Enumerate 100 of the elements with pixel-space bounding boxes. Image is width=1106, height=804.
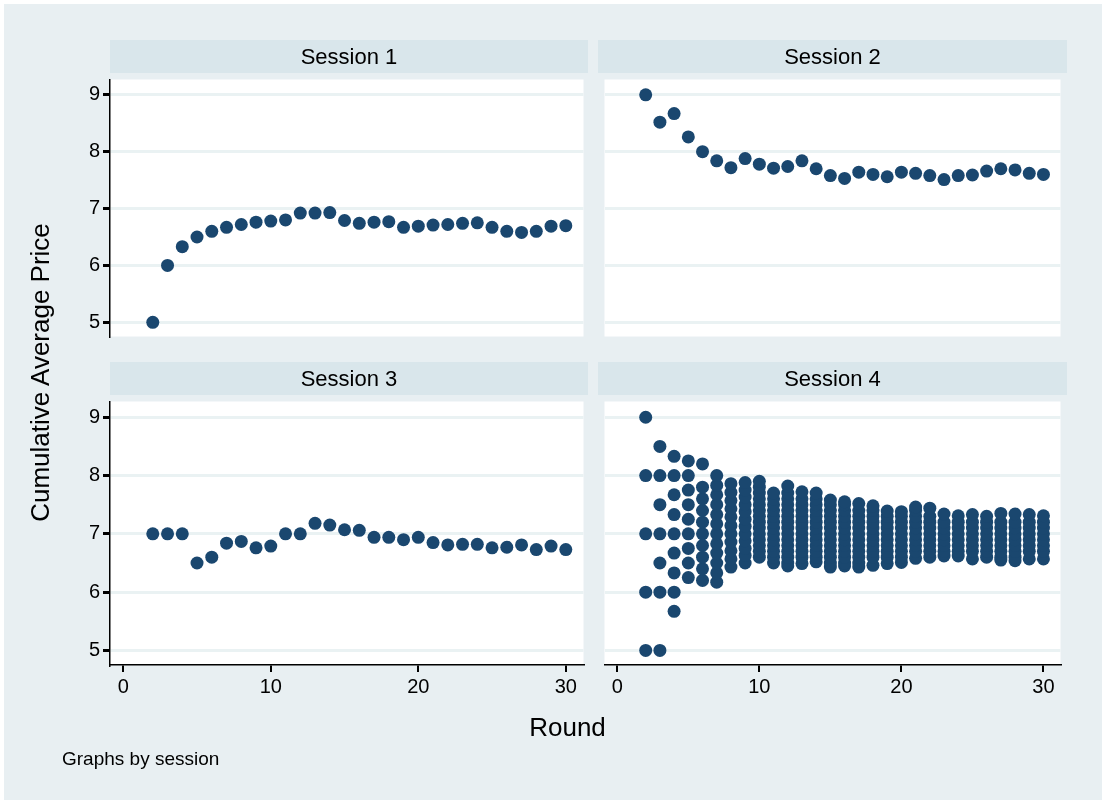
point	[190, 230, 204, 244]
point	[838, 171, 852, 185]
point	[234, 534, 248, 548]
point	[470, 216, 484, 230]
point	[639, 88, 653, 102]
point	[529, 543, 543, 557]
point	[220, 536, 234, 550]
point	[738, 152, 752, 166]
point	[367, 530, 381, 544]
point	[809, 162, 823, 176]
x-tick-label: 20	[890, 674, 913, 697]
point	[249, 541, 263, 555]
x-tick-label: 30	[1032, 674, 1055, 697]
y-tick-label: 6	[88, 579, 100, 602]
point	[397, 220, 411, 234]
point	[279, 213, 293, 227]
point	[559, 543, 573, 557]
x-tick-label: 10	[748, 674, 771, 697]
point	[161, 527, 175, 541]
point	[308, 516, 322, 530]
point	[175, 240, 189, 254]
point	[951, 169, 965, 183]
point	[323, 206, 337, 220]
chart-title: Session 1	[110, 40, 588, 73]
point	[994, 162, 1008, 176]
point	[823, 169, 837, 183]
point	[653, 115, 667, 129]
point	[980, 164, 994, 178]
point	[500, 224, 514, 238]
point	[441, 217, 455, 231]
y-tick-label: 9	[88, 82, 100, 105]
point	[909, 166, 923, 180]
x-axis-title: Round	[528, 712, 607, 743]
point	[382, 530, 396, 544]
x-tick-label: 30	[554, 674, 577, 697]
point	[965, 168, 979, 182]
y-tick-label: 8	[88, 463, 100, 486]
point	[515, 538, 529, 552]
point	[923, 169, 937, 183]
point	[470, 537, 484, 551]
point	[249, 215, 263, 229]
point	[352, 216, 366, 230]
point	[146, 527, 160, 541]
point	[220, 220, 234, 234]
point	[308, 206, 322, 220]
chart-title: Session 2	[598, 40, 1067, 73]
point	[752, 157, 766, 171]
point	[681, 130, 695, 144]
point	[146, 315, 160, 329]
x-tick-label: 20	[407, 674, 430, 697]
point	[397, 533, 411, 547]
point	[1008, 163, 1022, 177]
point	[323, 518, 337, 532]
point	[293, 527, 307, 541]
point	[441, 538, 455, 552]
point	[456, 537, 470, 551]
point	[190, 556, 204, 570]
point	[894, 165, 908, 179]
point	[382, 215, 396, 229]
y-tick-label: 5	[88, 309, 100, 332]
x-tick-label: 0	[117, 674, 129, 697]
point	[795, 154, 809, 168]
y-tick-label: 8	[88, 139, 100, 162]
point	[559, 219, 573, 233]
point	[279, 527, 293, 541]
x-tick-label: 0	[611, 674, 623, 697]
text: Graphs by session	[62, 748, 220, 770]
point	[175, 527, 189, 541]
y-axis-title: Cumulative Average Price	[24, 222, 56, 522]
point	[767, 161, 781, 175]
x-tick-label: 10	[259, 674, 282, 697]
point	[781, 159, 795, 173]
point	[544, 219, 558, 233]
point	[1036, 167, 1050, 181]
chart-title: Session 4	[598, 362, 1067, 395]
y-tick-label: 7	[88, 196, 100, 219]
y-tick-label: 6	[88, 252, 100, 275]
point	[264, 539, 278, 553]
point	[456, 216, 470, 230]
point	[937, 173, 951, 187]
point	[161, 258, 175, 272]
point	[367, 215, 381, 229]
point	[352, 523, 366, 537]
point	[205, 550, 219, 564]
point	[724, 161, 738, 175]
point	[544, 539, 558, 553]
point	[264, 214, 278, 228]
point	[426, 218, 440, 232]
point	[338, 523, 352, 537]
y-tick-label: 7	[88, 521, 100, 544]
y-tick-label: 5	[88, 637, 100, 660]
point	[485, 541, 499, 555]
point	[426, 536, 440, 550]
point	[500, 540, 514, 554]
point	[515, 225, 529, 239]
point	[710, 154, 724, 168]
y-tick-label: 9	[88, 404, 100, 427]
point	[852, 165, 866, 179]
point	[411, 219, 425, 233]
point	[234, 217, 248, 231]
